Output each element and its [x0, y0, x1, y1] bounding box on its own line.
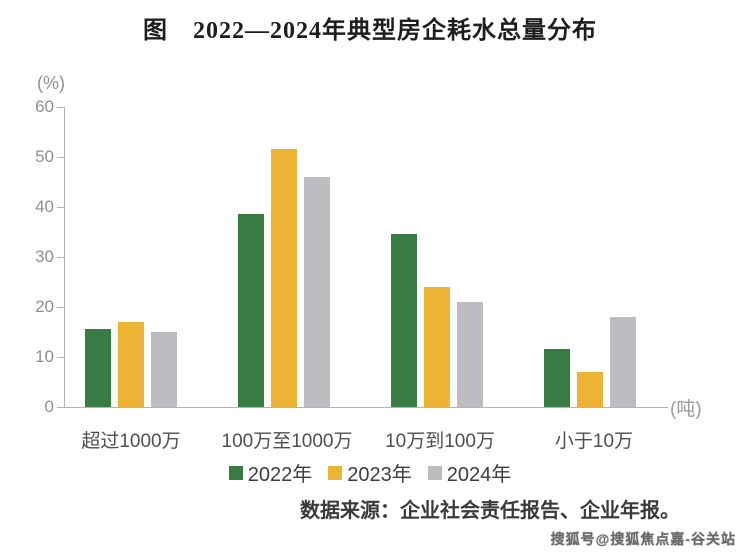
y-tick-label: 10: [35, 347, 54, 366]
y-tick-label: 20: [35, 297, 54, 316]
y-tick-mark: [57, 257, 65, 258]
bar-series2-cat0: [151, 332, 177, 407]
legend-swatch-icon: [228, 465, 243, 480]
legend-item-2: 2024年: [427, 458, 512, 487]
y-tick-label: 0: [44, 397, 54, 416]
x-category-label: 10万到100万: [385, 431, 495, 452]
legend-item-1: 2023年: [328, 458, 412, 487]
legend-label: 2024年: [446, 464, 512, 486]
legend-swatch-icon: [328, 465, 343, 480]
y-tick-label: 60: [35, 97, 54, 116]
x-axis-line: [64, 407, 668, 408]
bar-series0-cat0: [85, 329, 111, 407]
legend: 2022年 2023年 2024年: [0, 458, 740, 487]
y-tick-mark: [57, 407, 65, 408]
y-tick-label: 50: [35, 147, 54, 166]
x-category-label: 100万至1000万: [221, 431, 353, 452]
x-axis-unit-label: (吨): [670, 399, 702, 420]
y-tick-mark: [57, 357, 65, 358]
bar-series1-cat3: [577, 372, 603, 407]
y-tick-mark: [57, 307, 65, 308]
chart-title: 图 2022—2024年典型房企耗水总量分布: [143, 18, 597, 44]
bar-series0-cat3: [544, 349, 570, 407]
y-tick-mark: [57, 207, 65, 208]
legend-label: 2022年: [247, 464, 313, 486]
watermark: 搜狐号@搜狐焦点嘉-谷关站: [550, 531, 736, 547]
y-tick-label: 30: [35, 247, 54, 266]
x-category-label: 超过1000万: [81, 431, 181, 452]
y-axis-unit-label: (%): [37, 73, 65, 93]
bar-series1-cat1: [271, 149, 297, 407]
bar-series2-cat3: [610, 317, 636, 407]
bar-series2-cat2: [457, 302, 483, 407]
bar-series0-cat2: [391, 234, 417, 407]
x-category-label: 小于10万: [554, 431, 634, 452]
legend-item-0: 2022年: [228, 458, 313, 487]
y-tick-mark: [57, 107, 65, 108]
y-tick-label: 40: [35, 197, 54, 216]
bar-series0-cat1: [238, 214, 264, 407]
bar-series1-cat0: [118, 322, 144, 407]
legend-label: 2023年: [347, 464, 412, 486]
source-note: 数据来源：企业社会责任报告、企业年报。: [300, 500, 680, 522]
legend-swatch-icon: [427, 465, 442, 480]
bar-series1-cat2: [424, 287, 450, 407]
y-tick-mark: [57, 157, 65, 158]
bar-series2-cat1: [304, 177, 330, 407]
